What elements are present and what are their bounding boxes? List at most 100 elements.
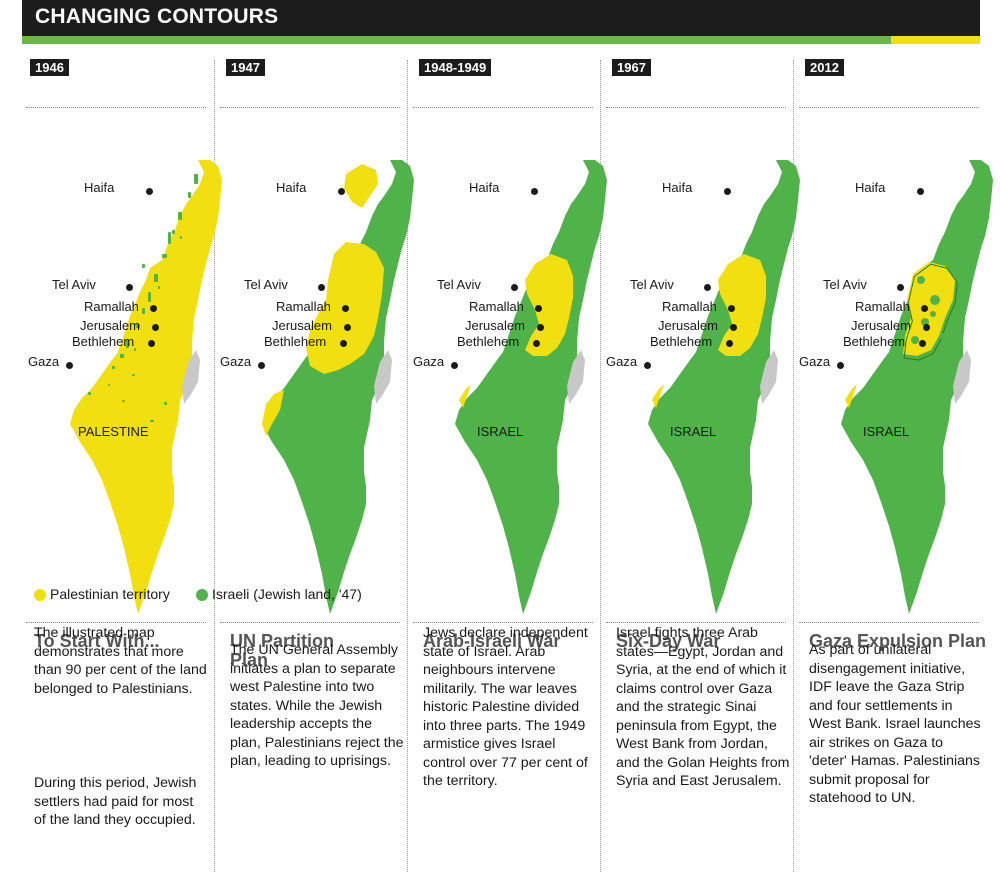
ramallah-dot bbox=[921, 305, 928, 312]
ramallah-dot bbox=[535, 305, 542, 312]
section-title: Six-Day War bbox=[616, 631, 721, 651]
jerusalem-dot bbox=[923, 324, 930, 331]
territory-map bbox=[455, 160, 607, 614]
panel-1947: 1947 Haifa Tel Aviv Ramallah Jerusalem Bethle… bbox=[216, 44, 414, 882]
year-badge: 2012 bbox=[805, 59, 844, 76]
city-label-ramallah: Ramallah bbox=[84, 299, 139, 314]
city-label-bethlehem: Bethlehem bbox=[72, 334, 135, 349]
header-yellow-accent bbox=[891, 36, 980, 44]
jewish-land-patch bbox=[88, 392, 91, 395]
city-label-haifa: Haifa bbox=[855, 180, 886, 195]
palestinian-territory bbox=[903, 262, 955, 356]
land-outline bbox=[455, 160, 607, 614]
country-label: ISRAEL bbox=[477, 424, 524, 439]
separator-line bbox=[26, 107, 206, 108]
panel-1948-1949: 1948-1949 Haifa Tel Aviv Ramallah Jerusalem B… bbox=[409, 44, 607, 882]
jewish-land-patch bbox=[134, 348, 136, 351]
city-label-gaza: Gaza bbox=[220, 354, 252, 369]
settlement-area bbox=[930, 311, 936, 317]
jerusalem-dot bbox=[152, 324, 159, 331]
gaza-dot bbox=[644, 362, 651, 369]
jewish-land-patch bbox=[164, 402, 167, 405]
section-title: Arab-Israeli War bbox=[423, 631, 561, 651]
gaza-dot bbox=[837, 362, 844, 369]
jewish-land-patch bbox=[158, 286, 160, 289]
dead-sea-area bbox=[182, 350, 200, 404]
separator-line bbox=[606, 622, 786, 623]
city-label-ramallah: Ramallah bbox=[276, 299, 331, 314]
jewish-land-patch bbox=[132, 374, 135, 376]
jewish-land-patch bbox=[154, 274, 158, 282]
jewish-land-patch bbox=[148, 292, 151, 302]
gaza-dot bbox=[258, 362, 265, 369]
description-paragraph: The illustrated map demonstrates that mo… bbox=[34, 625, 207, 697]
city-label-ramallah: Ramallah bbox=[662, 299, 717, 314]
jewish-land-patch bbox=[178, 212, 182, 220]
city-label-gaza: Gaza bbox=[799, 354, 831, 369]
gaza-dot bbox=[451, 362, 458, 369]
jewish-land-patch bbox=[188, 192, 191, 198]
jewish-land-patch bbox=[142, 264, 145, 268]
year-badge: 1946 bbox=[30, 59, 69, 76]
jewish-land-patch bbox=[150, 420, 154, 422]
bethlehem-dot bbox=[148, 340, 155, 347]
panel-1967: 1967 Haifa Tel Aviv Ramallah Jerusalem Bethle… bbox=[602, 44, 800, 882]
jewish-land-patch bbox=[136, 324, 140, 328]
dead-sea-area bbox=[567, 350, 585, 404]
city-label-ramallah: Ramallah bbox=[469, 299, 524, 314]
bethlehem-dot bbox=[919, 340, 926, 347]
separator-line bbox=[220, 622, 400, 623]
column-divider bbox=[407, 60, 408, 872]
tel-aviv-dot bbox=[318, 284, 325, 291]
land-outline bbox=[262, 160, 414, 614]
separator-line bbox=[413, 622, 593, 623]
column-divider bbox=[793, 60, 794, 872]
city-label-tel-aviv: Tel Aviv bbox=[244, 277, 288, 292]
separator-line bbox=[26, 622, 206, 623]
palestinian-territory bbox=[718, 254, 766, 356]
separator-line bbox=[413, 107, 593, 108]
jewish-land-patch bbox=[194, 174, 198, 184]
jerusalem-dot bbox=[537, 324, 544, 331]
legend-swatch-palestinian bbox=[34, 589, 46, 601]
description-paragraph: During this period, Jewish settlers had … bbox=[34, 775, 197, 828]
jewish-land-patch bbox=[126, 340, 129, 348]
bethlehem-dot bbox=[726, 340, 733, 347]
tel-aviv-dot bbox=[704, 284, 711, 291]
city-label-jerusalem: Jerusalem bbox=[658, 318, 718, 333]
city-label-jerusalem: Jerusalem bbox=[272, 318, 332, 333]
bethlehem-dot bbox=[340, 340, 347, 347]
description-paragraph: Israel fights three Arab states—Egypt, J… bbox=[616, 625, 790, 789]
jewish-land-patch bbox=[122, 400, 125, 402]
land-outline bbox=[70, 160, 222, 614]
haifa-dot bbox=[338, 188, 345, 195]
jewish-land-patch bbox=[180, 236, 182, 239]
ramallah-dot bbox=[342, 305, 349, 312]
territory-map bbox=[648, 160, 800, 614]
palestinian-territory bbox=[344, 164, 378, 208]
header-green-strip bbox=[22, 36, 980, 44]
section-title: UN Partition Plan bbox=[230, 631, 335, 670]
palestinian-territory bbox=[262, 390, 284, 436]
palestinian-territory bbox=[459, 384, 471, 408]
page-title: CHANGING CONTOURS bbox=[35, 5, 279, 28]
dead-sea-area bbox=[760, 350, 778, 404]
jerusalem-dot bbox=[730, 324, 737, 331]
territory-map bbox=[841, 160, 993, 614]
ramallah-dot bbox=[150, 305, 157, 312]
jewish-land-patch bbox=[162, 254, 167, 258]
description-paragraph: Jews declare independent state of Israel… bbox=[423, 625, 588, 789]
legend-swatch-israeli bbox=[196, 589, 208, 601]
description-paragraph: The UN General Assembly initiates a plan… bbox=[230, 642, 404, 769]
separator-line bbox=[220, 107, 400, 108]
jewish-land-patch bbox=[120, 354, 124, 358]
description-paragraph: As part of unilateral disengagement init… bbox=[809, 642, 981, 806]
column-divider bbox=[214, 60, 215, 872]
section-title: Gaza Expulsion Plan bbox=[809, 631, 987, 651]
west-bank-border bbox=[903, 263, 958, 361]
city-label-bethlehem: Bethlehem bbox=[650, 334, 713, 349]
haifa-dot bbox=[146, 188, 153, 195]
separator-line bbox=[799, 622, 979, 623]
city-label-bethlehem: Bethlehem bbox=[843, 334, 906, 349]
year-badge: 1967 bbox=[612, 59, 651, 76]
